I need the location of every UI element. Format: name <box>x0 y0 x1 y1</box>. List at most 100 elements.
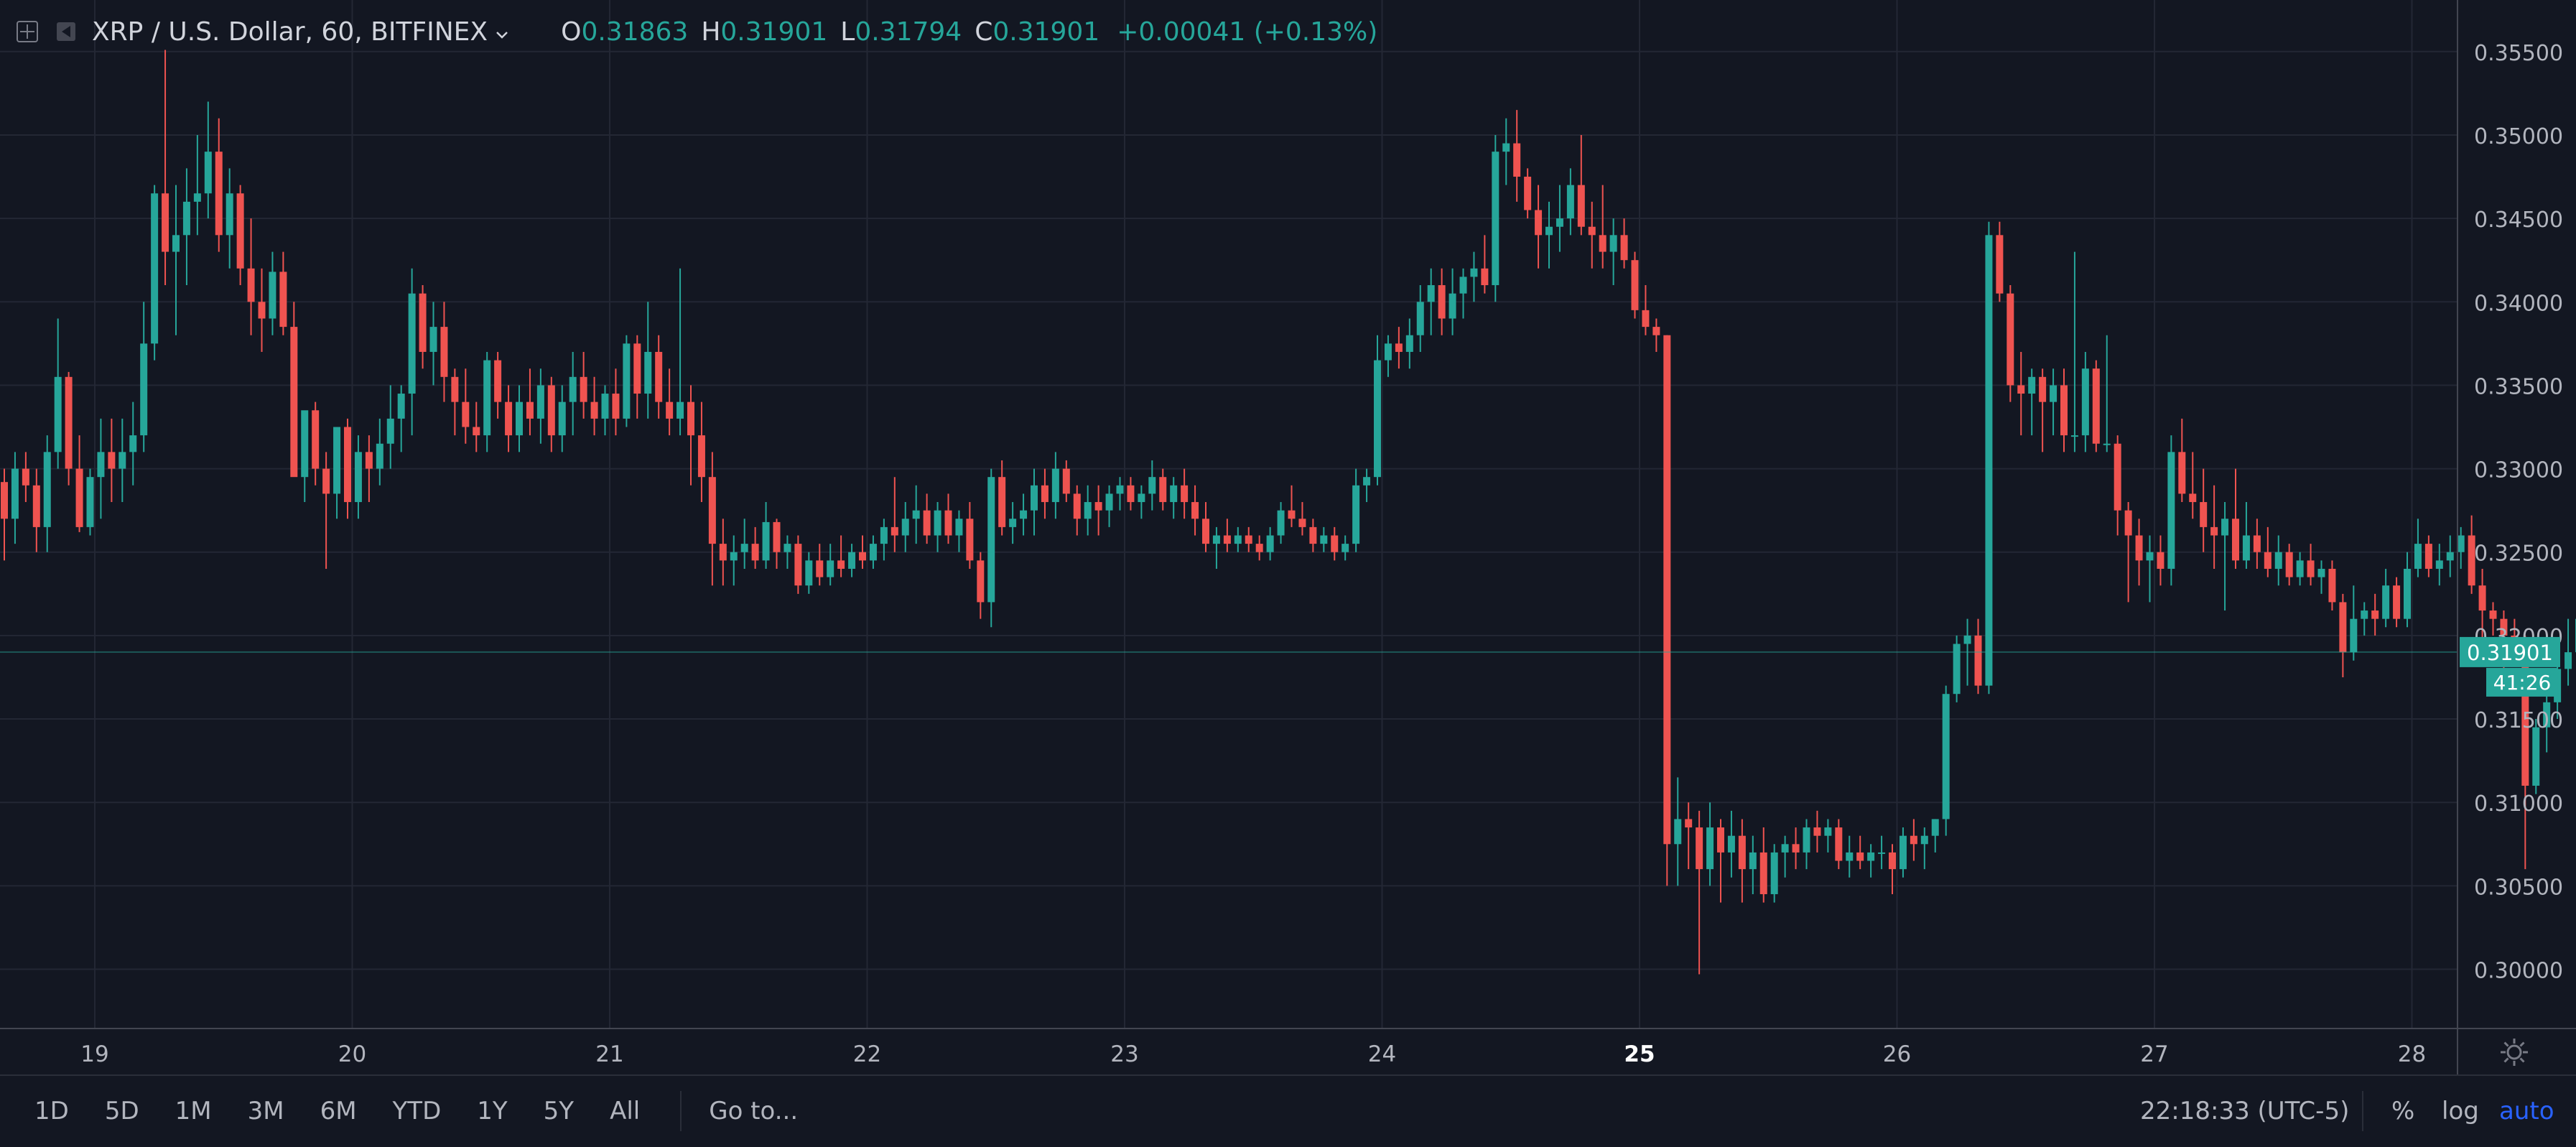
candle <box>1202 502 1209 552</box>
candle-body <box>1920 835 1928 845</box>
candle <box>151 185 159 361</box>
range-5d[interactable]: 5D <box>104 1097 139 1125</box>
candle <box>1094 485 1102 536</box>
candle <box>2039 368 2047 452</box>
candle-body <box>1813 827 1821 836</box>
candle <box>558 385 566 452</box>
candle <box>1352 468 1360 552</box>
range-6m[interactable]: 6M <box>320 1097 357 1125</box>
candle <box>1609 218 1617 286</box>
auto-scale-button[interactable]: auto <box>2499 1097 2554 1125</box>
candle <box>547 376 555 452</box>
candle-body <box>2457 535 2465 552</box>
candle-body <box>1395 343 1403 352</box>
candle-body <box>86 477 94 527</box>
candle <box>1974 618 1982 695</box>
candle-body <box>1985 235 1993 686</box>
change-value: +0.00041 (+0.13%) <box>1117 17 1378 47</box>
candle <box>2339 593 2347 677</box>
candle <box>365 435 373 503</box>
candle <box>934 502 941 552</box>
range-5y[interactable]: 5Y <box>543 1097 575 1125</box>
candle-body <box>1706 827 1714 870</box>
candle-body <box>1727 835 1735 853</box>
chevron-down-icon[interactable] <box>492 22 512 42</box>
range-all[interactable]: All <box>610 1097 641 1125</box>
x-axis[interactable]: 19 20 21 22 23 24 25 26 27 28 <box>0 1028 2576 1076</box>
candle <box>1138 485 1145 519</box>
candle <box>1996 221 2004 302</box>
candle-body <box>1942 694 1950 819</box>
candle <box>1320 526 1328 552</box>
candle <box>1116 477 1124 511</box>
toolbar-divider-right <box>2362 1091 2363 1131</box>
candle <box>2178 418 2186 503</box>
candle-body <box>172 235 180 252</box>
candle <box>1342 535 1349 561</box>
candle-body <box>483 360 491 436</box>
candle <box>22 452 29 503</box>
candle <box>2285 544 2293 586</box>
candle <box>623 335 631 427</box>
candle <box>1717 819 1724 903</box>
candle-body <box>1041 485 1048 503</box>
candle <box>1759 827 1767 903</box>
candle-body <box>859 552 866 561</box>
candle-body <box>1749 852 1757 870</box>
candle <box>494 351 502 419</box>
candle-body <box>805 560 813 586</box>
candle-body <box>1545 226 1553 236</box>
candle-body <box>1513 143 1521 177</box>
candle <box>580 351 587 419</box>
candle <box>97 418 105 519</box>
percent-scale-button[interactable]: % <box>2391 1097 2415 1125</box>
candle-body <box>1717 827 1724 853</box>
candle-body <box>1459 277 1467 294</box>
candle <box>1856 835 1864 870</box>
candle <box>2028 368 2036 436</box>
candle <box>1051 452 1059 519</box>
candle <box>1084 485 1092 536</box>
candle-body <box>1535 210 1543 236</box>
candle <box>1620 218 1628 269</box>
candle <box>1953 635 1961 702</box>
candle <box>977 552 985 619</box>
candle <box>891 477 898 552</box>
range-ytd[interactable]: YTD <box>392 1097 442 1125</box>
range-1d[interactable]: 1D <box>34 1097 69 1125</box>
candle-body <box>2393 585 2401 619</box>
candle <box>1727 810 1735 878</box>
candle <box>204 101 212 219</box>
candle <box>1159 468 1167 511</box>
range-1y[interactable]: 1Y <box>477 1097 508 1125</box>
candle-body <box>2157 552 2165 569</box>
candle-body <box>794 544 802 586</box>
gear-icon[interactable] <box>2496 1034 2532 1070</box>
candle-body <box>1835 827 1843 861</box>
candle <box>1170 477 1178 519</box>
candle-body <box>462 401 470 427</box>
candle-body <box>215 152 223 236</box>
log-scale-button[interactable]: log <box>2442 1097 2479 1125</box>
symbol-title[interactable]: XRP / U.S. Dollar, 60, BITFINEX <box>92 17 488 47</box>
crosshair-icon[interactable] <box>14 19 40 45</box>
candle-body <box>580 376 587 402</box>
x-tick-label: 23 <box>1110 1041 1138 1067</box>
candle-body <box>2317 568 2325 577</box>
y-axis[interactable]: 0.300000.305000.310000.315000.320000.325… <box>2457 0 2563 1075</box>
range-3m[interactable]: 3M <box>247 1097 284 1125</box>
candle-body <box>1631 260 1639 310</box>
candle-body <box>1878 852 1886 854</box>
goto-button[interactable]: Go to... <box>709 1097 799 1125</box>
candle-body <box>1266 535 1274 552</box>
collapse-arrow-icon[interactable] <box>53 19 79 45</box>
candle-body <box>1073 493 1081 519</box>
candle <box>1309 519 1317 552</box>
candle <box>333 427 341 519</box>
candle <box>923 493 931 544</box>
candle <box>2050 368 2057 436</box>
candle-body <box>1416 302 1424 335</box>
candle-body <box>473 427 480 436</box>
range-1m[interactable]: 1M <box>175 1097 212 1125</box>
